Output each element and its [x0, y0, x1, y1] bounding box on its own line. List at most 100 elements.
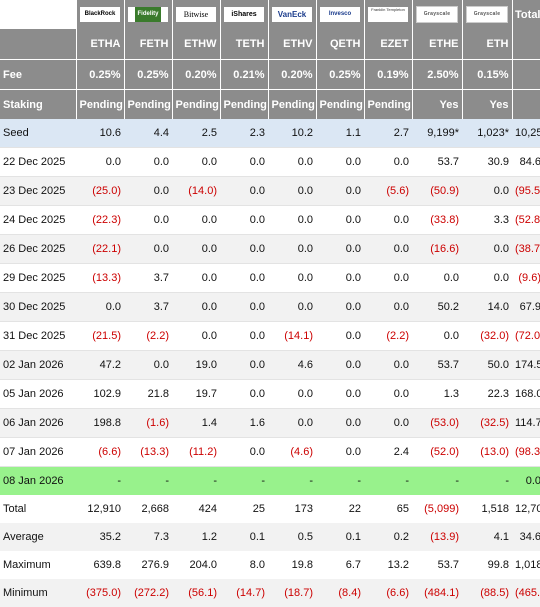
- value-cell: -: [364, 466, 412, 495]
- summary-stats-body: Total 12,910 2,668 424 25 173 22 65 (5,099) 1,518…: [0, 495, 540, 607]
- bitwise-logo: Bitwise: [176, 7, 216, 22]
- staking-cell: Pending: [172, 89, 221, 119]
- row-label: 24 Dec 2025: [0, 205, 76, 235]
- staking-cell: Yes: [412, 89, 463, 119]
- daily-flow-row: 07 Jan 2026 (6.6) (13.3) (11.2) 0.0 (4.6) 0.0 2…: [0, 437, 540, 467]
- grayscale-mini-logo: Grayscale: [466, 6, 508, 23]
- stat-row: Average 35.2 7.3 1.2 0.1 0.5 0.1 0.2 (13.9) 4.1 34…: [0, 523, 540, 551]
- value-cell: 1,518: [481, 503, 509, 515]
- value-cell: (22.3): [76, 205, 124, 235]
- value-cell: (32.5): [462, 408, 512, 438]
- value-cell: 204.0: [189, 559, 217, 571]
- value-cell: (72.0): [512, 321, 540, 351]
- staking-cell: [512, 89, 540, 119]
- value-cell: 0.0: [316, 437, 364, 467]
- value-cell: 30.9: [462, 147, 512, 177]
- value-cell: 0.0: [220, 437, 268, 467]
- value-cell: 0.0: [316, 379, 364, 409]
- value-cell: 0.0: [124, 176, 172, 206]
- value-cell: (52.0): [412, 437, 462, 467]
- value-cell: -: [220, 466, 268, 495]
- daily-flow-row: 31 Dec 2025 (21.5) (2.2) 0.0 0.0 (14.1) 0.0 (2.…: [0, 321, 540, 351]
- value-cell: (50.9): [412, 176, 462, 206]
- value-cell: (2.2): [124, 321, 172, 351]
- value-cell: 0.0: [124, 234, 172, 264]
- value-cell: 0.0: [364, 292, 412, 322]
- value-cell: 0.0: [220, 263, 268, 293]
- seed-row: Seed 10.6 4.4 2.5 2.3 10.2 1.1 2.7 9,199…: [0, 119, 540, 148]
- value-cell: -: [412, 466, 462, 495]
- value-cell: (14.7): [220, 579, 268, 607]
- daily-flow-row: 06 Jan 2026 198.8 (1.6) 1.4 1.6 0.0 0.0 0.0 (53.…: [0, 408, 540, 438]
- ticker-cell: ETHW: [172, 29, 221, 60]
- value-cell: 0.0: [316, 205, 364, 235]
- value-cell: 14.0: [462, 292, 512, 322]
- fee-cell: 0.21%: [220, 59, 269, 90]
- value-cell: (56.1): [172, 579, 220, 607]
- value-cell: (16.6): [412, 234, 462, 264]
- value-cell: (13.3): [124, 437, 172, 467]
- value-cell: 13.2: [387, 559, 409, 571]
- value-cell: 12,910: [87, 503, 121, 515]
- value-cell: (13.9): [412, 523, 462, 551]
- daily-flow-row: 02 Jan 2026 47.2 0.0 19.0 0.0 4.6 0.0 0.0 53.7 50…: [0, 350, 540, 380]
- ticker-cell: QETH: [316, 29, 365, 60]
- row-label: 29 Dec 2025: [0, 263, 76, 293]
- row-label: 07 Jan 2026: [0, 437, 76, 467]
- fee-cell: 0.20%: [172, 59, 221, 90]
- value-cell: 2.5: [172, 119, 220, 148]
- row-label: Maximum: [3, 559, 51, 571]
- value-cell: 0.0: [364, 408, 412, 438]
- value-cell: 0.0: [268, 176, 316, 206]
- value-cell: 276.9: [141, 559, 169, 571]
- fee-cell: 0.25%: [316, 59, 365, 90]
- value-cell: 21.8: [124, 379, 172, 409]
- value-cell: (14.1): [268, 321, 316, 351]
- value-cell: (6.6): [76, 437, 124, 467]
- value-cell: 0.0: [462, 234, 512, 264]
- value-cell: 0.0: [172, 321, 220, 351]
- value-cell: 0.0: [76, 292, 124, 322]
- row-label: Total: [3, 503, 27, 515]
- value-cell: 0.0: [220, 147, 268, 177]
- daily-flow-row: 24 Dec 2025 (22.3) 0.0 0.0 0.0 0.0 0.0 0.0 (33.8…: [0, 205, 540, 235]
- total-column-header: Total: [512, 0, 540, 29]
- franklin-templeton-logo: Franklin Templeton: [368, 7, 408, 22]
- value-cell: 0.0: [172, 205, 220, 235]
- value-cell: 0.0: [220, 379, 268, 409]
- value-cell: 0.0: [316, 263, 364, 293]
- daily-flow-row: 29 Dec 2025 (13.3) 3.7 0.0 0.0 0.0 0.0 0.0 0.0 0.…: [0, 263, 540, 293]
- row-label: Staking: [0, 89, 77, 119]
- value-cell: 1.1: [316, 119, 364, 148]
- value-cell: 35.2: [76, 523, 124, 551]
- value-cell: 19.8: [291, 559, 313, 571]
- value-cell: 0.0: [364, 234, 412, 264]
- value-cell: 3.3: [462, 205, 512, 235]
- value-cell: 50.0: [462, 350, 512, 380]
- value-cell: -: [268, 466, 316, 495]
- value-cell: -: [76, 466, 124, 495]
- row-label: 08 Jan 2026: [0, 466, 76, 495]
- row-label: 22 Dec 2025: [0, 147, 76, 177]
- value-cell: 0.0: [220, 350, 268, 380]
- fee-row: Fee 0.25% 0.25% 0.20% 0.21% 0.20% 0.25% …: [0, 59, 540, 90]
- value-cell: 1,023*: [462, 119, 512, 148]
- value-cell: (32.0): [462, 321, 512, 351]
- value-cell: 1.3: [412, 379, 462, 409]
- value-cell: 0.0: [364, 379, 412, 409]
- value-cell: 3.7: [124, 292, 172, 322]
- value-cell: 0.0: [268, 205, 316, 235]
- value-cell: (52.8): [512, 205, 540, 235]
- row-label: 02 Jan 2026: [0, 350, 76, 380]
- value-cell: 0.0: [316, 408, 364, 438]
- value-cell: 0.0: [364, 205, 412, 235]
- row-label: 31 Dec 2025: [0, 321, 76, 351]
- value-cell: (21.5): [76, 321, 124, 351]
- value-cell: 1.2: [172, 523, 220, 551]
- vaneck-logo: VanEck: [272, 7, 312, 22]
- row-label: Fee: [0, 59, 77, 90]
- row-label: 26 Dec 2025: [0, 234, 76, 264]
- value-cell: -: [172, 466, 220, 495]
- value-cell: 8.0: [249, 559, 265, 571]
- value-cell: 34.6: [512, 523, 540, 551]
